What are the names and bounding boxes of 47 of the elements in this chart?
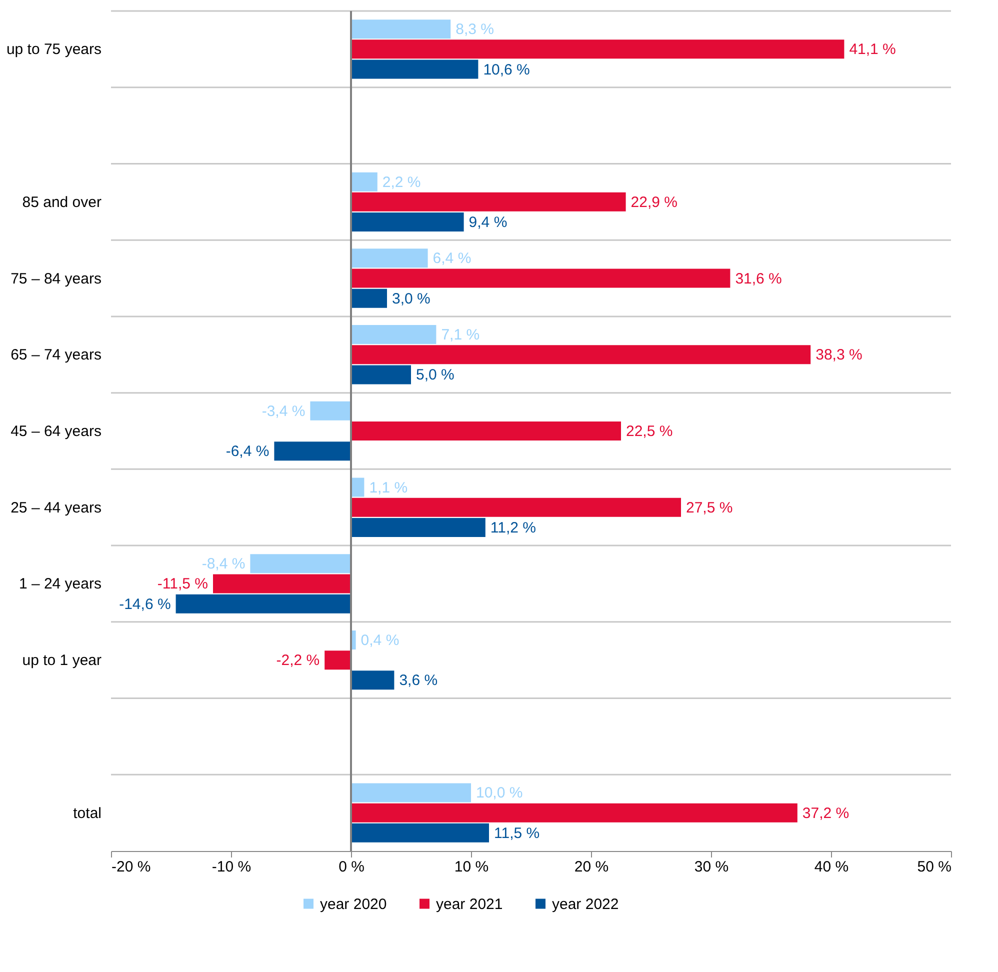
data-label: 38,3 % [816, 346, 862, 364]
y-tick-label: 1 – 24 years [18, 576, 102, 593]
y-tick-label: total [73, 804, 102, 822]
x-tick-label: -10 % [212, 858, 252, 876]
y-tick-label: 25 – 44 years [10, 499, 102, 516]
y-tick-label: 65 – 74 years [10, 346, 102, 364]
data-label: 0,4 % [360, 632, 400, 649]
data-label: 1,1 % [369, 479, 408, 496]
x-tick-label: -20 % [112, 858, 151, 876]
data-label: 27,5 % [686, 499, 733, 516]
y-tick-label: up to 1 year [22, 652, 102, 670]
x-tick-label: 30 % [694, 858, 729, 876]
x-tick-label: 50 % [917, 858, 952, 876]
legend-label: year 2020 [320, 896, 387, 913]
data-label: -14,6 % [119, 596, 171, 613]
data-label: 41,1 % [849, 41, 896, 58]
data-label: 3,0 % [392, 290, 430, 308]
data-label: 31,6 % [735, 270, 782, 288]
y-tick-label: 75 – 84 years [10, 270, 102, 288]
data-label: 9,4 % [468, 214, 508, 232]
data-label: -2,2 % [276, 652, 320, 670]
y-tick-label: 85 and over [22, 194, 102, 211]
data-label: 7,1 % [441, 326, 480, 344]
data-label: -6,4 % [226, 443, 270, 460]
data-label: 22,5 % [626, 423, 673, 440]
data-label: -3,4 % [262, 402, 306, 420]
x-tick-label: 40 % [814, 858, 849, 876]
legend-label: year 2022 [552, 896, 619, 913]
data-label: 8,3 % [456, 21, 494, 38]
data-label: 10,0 % [476, 784, 523, 802]
data-label: -8,4 % [202, 556, 246, 573]
x-tick-label: 20 % [574, 858, 609, 876]
legend-label: year 2021 [436, 896, 503, 913]
data-label: 6,4 % [432, 250, 472, 268]
data-label: 37,2 % [802, 804, 850, 822]
y-tick-label: 45 – 64 years [10, 423, 102, 440]
x-tick-label: 10 % [454, 858, 489, 876]
data-label: 22,9 % [630, 194, 678, 211]
data-label: 10,6 % [483, 61, 530, 78]
x-tick-label: 0 % [338, 858, 364, 876]
data-label: 3,6 % [399, 672, 438, 690]
data-label: -11,5 % [157, 576, 208, 593]
data-label: 11,5 % [494, 824, 540, 842]
data-label: 2,2 % [382, 174, 421, 191]
y-tick-label: up to 75 years [6, 41, 102, 58]
data-label: 5,0 % [416, 366, 454, 384]
data-label: 11,2 % [490, 519, 536, 536]
